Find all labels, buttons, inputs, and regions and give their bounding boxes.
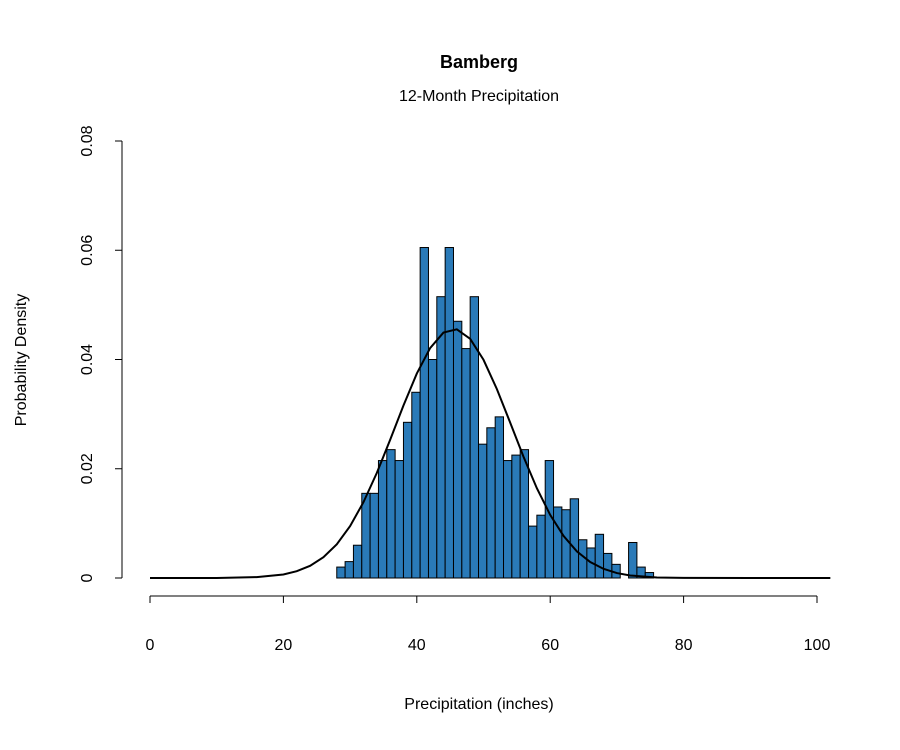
bar <box>469 296 479 579</box>
x-axis-label: Precipitation (inches) <box>404 696 553 713</box>
bar <box>603 552 613 579</box>
bar <box>594 533 605 579</box>
bar <box>361 492 371 579</box>
bar <box>536 514 546 579</box>
y-tick-label: 0.08 <box>79 125 96 156</box>
y-tick-label: 0.02 <box>79 453 96 484</box>
x-tick-label: 60 <box>541 637 559 654</box>
density-curve <box>150 328 831 579</box>
bar <box>553 506 563 579</box>
bar <box>628 541 638 579</box>
bar <box>494 416 505 579</box>
bar <box>644 572 655 579</box>
bar <box>561 509 571 579</box>
bar <box>352 544 363 579</box>
bar <box>511 454 521 579</box>
bar <box>386 449 396 579</box>
bar <box>419 247 429 579</box>
bar <box>486 427 496 579</box>
y-tick-label: 0.04 <box>79 344 96 375</box>
y-tick-label: 0 <box>79 573 96 582</box>
bar <box>344 561 354 579</box>
bar <box>461 348 471 579</box>
bar <box>427 359 438 579</box>
bar <box>528 525 538 579</box>
bar <box>444 247 454 579</box>
bar <box>519 449 530 579</box>
bar <box>369 492 379 579</box>
bar <box>503 460 513 579</box>
x-tick-label: 80 <box>675 637 693 654</box>
x-tick-label: 0 <box>146 637 155 654</box>
chart-subtitle: 12-Month Precipitation <box>399 88 559 105</box>
y-tick-label: 0.06 <box>79 235 96 266</box>
bar <box>569 498 580 579</box>
y-axis-label: Probability Density <box>13 294 30 427</box>
x-tick-label: 40 <box>408 637 426 654</box>
bar <box>411 391 421 579</box>
bar <box>377 460 388 579</box>
bar <box>394 460 404 579</box>
bar <box>477 443 488 579</box>
x-tick-label: 100 <box>804 637 831 654</box>
chart-title: Bamberg <box>440 52 518 72</box>
bar <box>452 320 463 579</box>
bar <box>402 421 413 579</box>
bar <box>336 566 346 579</box>
x-tick-label: 20 <box>275 637 293 654</box>
